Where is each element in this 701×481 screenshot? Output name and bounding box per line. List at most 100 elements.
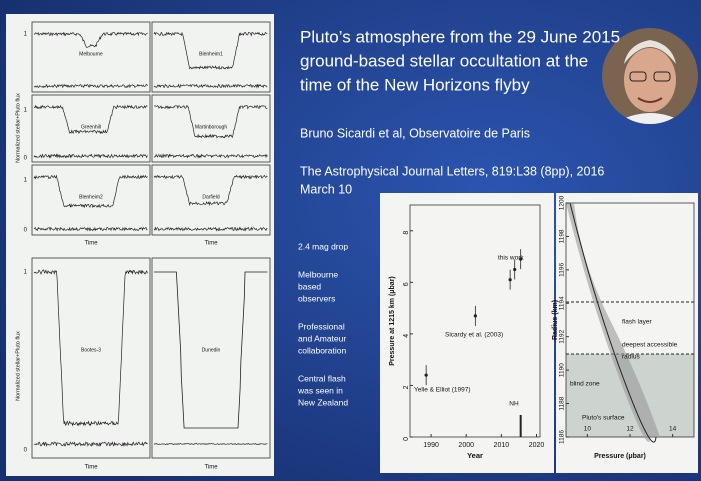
x-axis-label: Pressure (μbar) [594, 453, 646, 460]
y-tick-label: 1200 [559, 195, 566, 210]
station-label: Darfield [202, 194, 219, 200]
light-curve-frame [31, 257, 151, 459]
light-curve [153, 104, 268, 139]
x-axis-label: Time [84, 465, 98, 471]
station-label: Blenheim1 [199, 51, 223, 57]
reference: The Astrophysical Journal Letters, 819:L… [300, 164, 604, 178]
station-label: Dunedin [202, 347, 221, 353]
bullet: New Zealand [298, 397, 348, 407]
pressure-panel [380, 193, 554, 473]
light-curve-frame [31, 164, 151, 236]
y-tick-label: 1 [24, 178, 28, 184]
y-tick-label: 1 [24, 270, 28, 276]
bullet: 2.4 mag drop [298, 241, 348, 251]
x-axis-label: Year [467, 451, 483, 460]
y-axis-label: Normalized stellar+Pluto flux [15, 331, 21, 401]
x-tick-label: 14 [669, 426, 677, 433]
slide-title: ground-based stellar occultation at the [300, 51, 588, 70]
x-tick-label: 1990 [423, 442, 439, 449]
profile-band [566, 203, 660, 443]
station-label: Blenheim2 [79, 194, 103, 200]
x-tick-label: 2020 [529, 442, 545, 449]
data-point [424, 373, 428, 377]
data-point [508, 278, 512, 282]
y-tick-label: 6 [403, 282, 410, 286]
slide-title: Pluto’s atmosphere from the 29 June 2015 [300, 27, 620, 46]
station-label: Martinborough [195, 124, 227, 130]
y-tick-label: 1194 [559, 296, 566, 310]
x-tick-label: 10 [584, 426, 592, 433]
data-point [473, 314, 477, 318]
annotation: this work [498, 255, 524, 262]
residual [33, 153, 148, 159]
annotation: blind zone [570, 381, 600, 388]
residual [33, 226, 148, 232]
x-tick-label: 2000 [458, 442, 474, 449]
bullet: Central flash [298, 373, 346, 383]
y-tick-label: 1 [24, 108, 28, 114]
bullet: Professional [298, 321, 345, 331]
annotation: flash layer [622, 319, 652, 326]
y-tick-label: 0 [403, 437, 410, 441]
bullet: based [298, 281, 321, 291]
light-curve-frame [151, 21, 271, 93]
residual [153, 443, 268, 445]
reference: March 10 [300, 182, 352, 196]
bullet: collaboration [298, 345, 346, 355]
light-curve [153, 31, 268, 70]
residual [33, 441, 148, 447]
light-curve [33, 104, 148, 135]
y-tick-label: 2 [403, 385, 410, 389]
data-point [513, 267, 517, 272]
y-tick-label: 1188 [559, 396, 566, 410]
light-curve-frame [151, 257, 271, 459]
y-axis-label: Normalized stellar+Pluto flux [15, 93, 21, 163]
annotation: Sicardy et al. (2003) [445, 332, 503, 339]
annotation: NH [509, 401, 519, 408]
residual [153, 83, 268, 89]
station-label: Bootes-3 [81, 347, 101, 353]
station-label: Melbourne [79, 51, 103, 57]
bullet: was seen in [297, 385, 343, 395]
y-tick-label: 1190 [559, 363, 566, 377]
y-tick-label: 4 [403, 334, 410, 338]
light-curve-frame [151, 94, 271, 163]
x-tick-label: 12 [626, 426, 634, 433]
axes-frame [409, 204, 541, 438]
y-tick-label: 0 [24, 156, 28, 162]
y-tick-label: 1 [24, 32, 28, 38]
authors: Bruno Sicardi et al, Observatoire de Par… [300, 126, 530, 140]
data-point [519, 257, 523, 261]
residual [33, 83, 148, 89]
light-curve [154, 271, 268, 429]
y-tick-label: 0 [24, 228, 28, 234]
x-axis-label: Time [84, 241, 98, 247]
light-curve [153, 174, 268, 207]
annotation: radius [622, 354, 640, 361]
residual [153, 153, 268, 159]
light-curve [33, 174, 148, 209]
light-curve [33, 31, 148, 48]
light-curve-frame [151, 164, 271, 236]
bullet: Melbourne [298, 269, 338, 279]
station-label: Greenhill [81, 124, 101, 130]
y-axis-label: Radius (km) [552, 300, 559, 340]
light-curve-frame [31, 94, 151, 163]
x-tick-label: 2010 [494, 442, 510, 449]
residual [153, 226, 268, 232]
light-curve [33, 269, 148, 427]
y-axis-label: Pressure at 1215 km (μbar) [389, 276, 396, 366]
annotation: Pluto's surface [582, 415, 625, 422]
annotation: deepest accessible [622, 342, 678, 349]
y-tick-label: 8 [403, 231, 410, 235]
x-axis-label: Time [204, 465, 218, 471]
light-curve-panel [6, 14, 274, 476]
y-tick-label: 1198 [559, 229, 566, 243]
y-tick-label: 1186 [559, 430, 566, 444]
y-tick-label: 1196 [559, 262, 566, 276]
y-tick-label: 0 [24, 448, 28, 454]
y-tick-label: 1192 [559, 329, 566, 343]
x-axis-label: Time [204, 241, 218, 247]
